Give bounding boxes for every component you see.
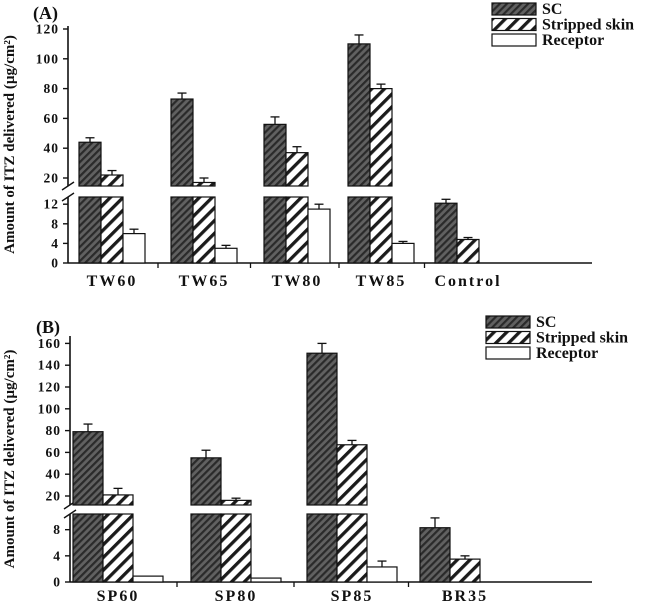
bar-sc-tw85 (347, 196, 371, 264)
legend-swatch (485, 315, 531, 329)
bar-stripped-skin-sp85 (336, 513, 368, 583)
bar-sc-sp85 (306, 352, 338, 506)
bar-receptor-tw60 (122, 233, 146, 264)
bar-stripped-skin-br35 (449, 558, 481, 583)
y-tick-label: 40 (46, 467, 62, 482)
bar-stripped-skin-sp60 (102, 494, 134, 506)
y-tick-label: 60 (46, 445, 62, 460)
bar-receptor-sp80 (250, 577, 282, 583)
y-axis-label: Amount of ITZ delivered (µg/cm²) (2, 350, 18, 569)
bar-sc-tw65 (170, 196, 194, 264)
category-label: BR35 (442, 588, 488, 604)
y-tick-label: 4 (53, 548, 61, 563)
category-label: SP80 (215, 588, 258, 604)
y-tick-label: 20 (44, 171, 60, 186)
y-tick-label: 160 (38, 336, 61, 351)
category-label: TW85 (356, 273, 407, 290)
legend-label: SC (542, 1, 562, 18)
y-tick-label: 4 (51, 236, 59, 251)
y-tick-label: 0 (53, 575, 61, 590)
bar-sc-tw60 (78, 196, 102, 264)
bar-stripped-skin-tw60 (100, 174, 124, 187)
y-tick-label: 8 (53, 522, 61, 537)
legend-swatch (491, 33, 537, 47)
legend-swatch (491, 2, 537, 16)
bar-receptor-sp60 (132, 575, 164, 583)
bar-stripped-skin-sp80 (220, 513, 252, 583)
bar-sc-sp80 (190, 513, 222, 583)
bar-sc-tw80 (263, 123, 287, 187)
bar-sc-tw65 (170, 98, 194, 187)
bar-stripped-skin-tw85 (369, 196, 393, 264)
panel-label: (B) (36, 317, 60, 338)
bar-stripped-skin-control (456, 238, 480, 264)
bar-stripped-skin-sp85 (336, 444, 368, 506)
y-tick-label: 100 (36, 51, 59, 66)
axis-break-icon (63, 509, 77, 519)
category-label: SP85 (331, 588, 374, 604)
y-tick-label: 140 (38, 358, 61, 373)
category-label: TW80 (272, 273, 323, 290)
bar-stripped-skin-tw65 (192, 181, 216, 187)
y-tick-label: 40 (44, 141, 60, 156)
legend-label: Stripped skin (536, 330, 628, 347)
y-tick-label: 20 (46, 489, 62, 504)
y-tick-label: 8 (51, 216, 59, 231)
y-tick-label: 120 (36, 22, 59, 37)
bar-receptor-tw80 (307, 208, 331, 264)
bar-sc-sp80 (190, 457, 222, 506)
category-label: TW60 (87, 273, 138, 290)
bar-sc-br35 (419, 527, 451, 583)
axis-break-icon (61, 181, 75, 191)
category-label: Control (434, 273, 501, 290)
panel-label: (A) (33, 3, 58, 24)
bar-receptor-sp85 (366, 566, 398, 583)
bar-receptor-tw85 (391, 242, 415, 264)
category-label: TW65 (179, 273, 230, 290)
legend-label: Receptor (536, 345, 598, 362)
category-label: SP60 (97, 588, 140, 604)
y-tick-label: 60 (44, 111, 60, 126)
bar-stripped-skin-tw85 (369, 87, 393, 187)
bar-receptor-tw65 (214, 247, 238, 264)
legend-swatch (491, 17, 537, 32)
panel-b-chart: 20 40 60 80 100 120 140 160 0 4 8 SP60 SP80 SP85 BR35 S… (2, 314, 628, 604)
legend-label: Receptor (542, 32, 604, 49)
bar-stripped-skin-tw65 (192, 196, 216, 264)
legend-label: SC (536, 314, 556, 331)
y-axis-label: Amount of ITZ delivered (µg/cm²) (2, 35, 18, 254)
bar-stripped-skin-sp60 (102, 513, 134, 583)
bar-stripped-skin-tw80 (285, 152, 309, 187)
bar-stripped-skin-tw80 (285, 196, 309, 264)
bar-stripped-skin-sp80 (220, 499, 252, 506)
legend-swatch (485, 346, 531, 360)
axis-break-icon (61, 192, 75, 202)
bar-sc-sp60 (72, 513, 104, 583)
y-tick-label: 120 (38, 380, 61, 395)
bar-sc-tw60 (78, 141, 102, 187)
y-tick-label: 100 (38, 401, 61, 416)
y-tick-label: 0 (51, 256, 59, 271)
y-tick-label: 12 (44, 197, 60, 212)
bar-sc-tw80 (263, 196, 287, 264)
legend-label: Stripped skin (542, 17, 634, 34)
legend-swatch (485, 330, 531, 345)
y-tick-label: 80 (46, 423, 62, 438)
y-tick-label: 80 (44, 81, 60, 96)
bar-stripped-skin-tw60 (100, 196, 124, 264)
bar-sc-control (434, 202, 458, 264)
bar-sc-sp85 (306, 513, 338, 583)
bar-sc-sp60 (72, 431, 104, 506)
bar-sc-tw85 (347, 43, 371, 187)
panel-a-chart: 20 40 60 80 100 120 0 4 8 12 TW60 TW65 TW80 TW85 Contr… (2, 1, 634, 290)
